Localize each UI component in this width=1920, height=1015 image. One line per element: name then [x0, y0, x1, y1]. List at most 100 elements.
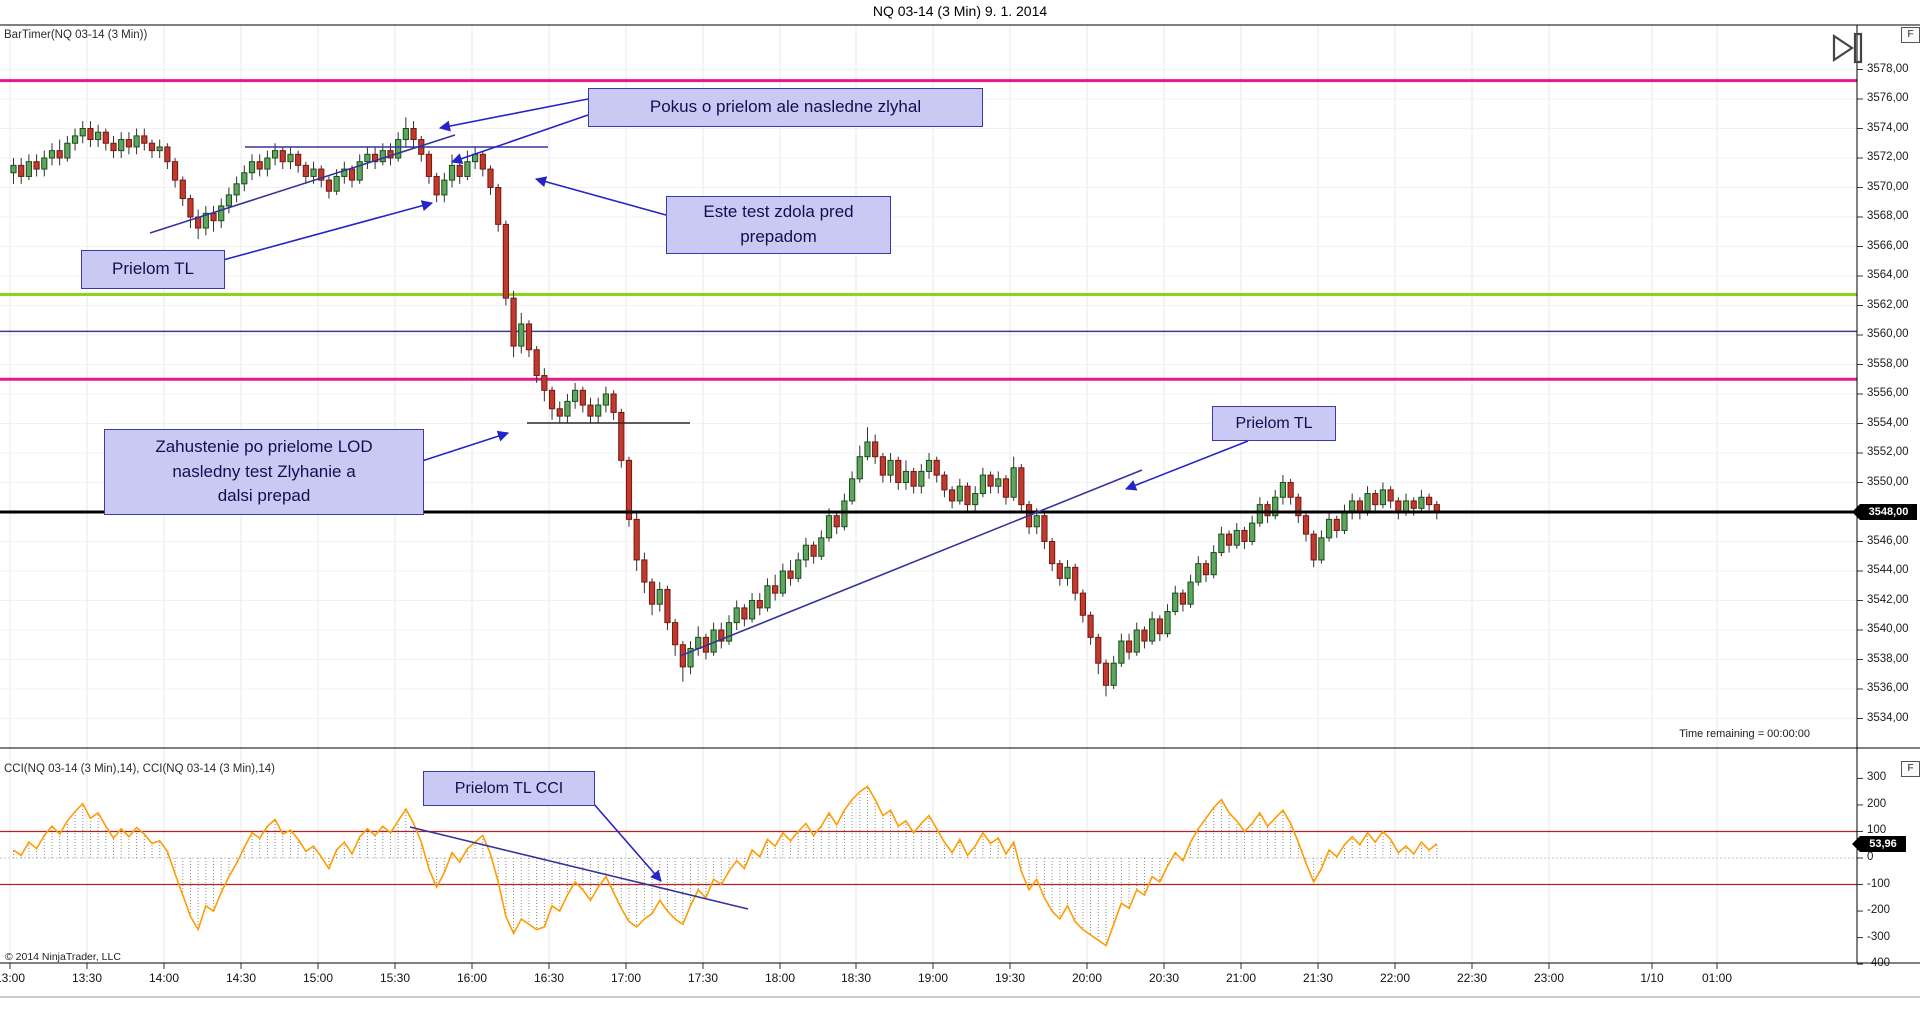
candle-body: [1064, 566, 1071, 579]
candle-body: [1195, 563, 1202, 583]
candle-body: [148, 142, 156, 152]
time-tick-label: 18:00: [764, 971, 796, 985]
annotation-box-zahustenie[interactable]: Zahustenie po prielome LOD nasledny test…: [104, 429, 424, 515]
candle-body: [925, 459, 933, 472]
candle-body: [448, 164, 456, 181]
candle-body: [118, 139, 125, 152]
candle-body: [672, 622, 679, 646]
price-tick-label: 3534,00: [1867, 711, 1909, 724]
candle-body: [772, 585, 779, 594]
candle-body: [887, 459, 894, 476]
candle-body: [587, 404, 594, 417]
time-tick-label: 15:00: [302, 971, 334, 985]
cci-tick-label: 100: [1867, 824, 1887, 837]
annotation-box-este-test[interactable]: Este test zdola pred prepadom: [666, 196, 891, 254]
candle-body: [1072, 566, 1079, 594]
candle-body: [787, 570, 794, 579]
prielom1-arrow[interactable]: [222, 200, 434, 261]
candle-body: [1272, 496, 1279, 517]
price-tick-label: 3562,00: [1867, 298, 1909, 311]
price-tick-label: 3560,00: [1867, 328, 1909, 340]
price-tick-label: 3558,00: [1867, 357, 1909, 370]
time-tick-label: 13:00: [0, 971, 26, 985]
candle-body: [464, 161, 471, 177]
cci-arrow[interactable]: [592, 802, 662, 882]
candle-body: [533, 349, 540, 377]
fix-scale-button-main[interactable]: F: [1901, 27, 1920, 43]
candle-body: [725, 622, 733, 642]
candle-body: [164, 146, 171, 163]
candle-body: [10, 164, 17, 174]
candle-body: [1218, 533, 1225, 554]
candle-body: [518, 323, 525, 347]
candle-body: [1249, 522, 1256, 542]
candle-body: [79, 128, 86, 137]
candle-body: [641, 559, 648, 583]
price-tick-label: 3536,00: [1867, 682, 1909, 694]
candle-body: [379, 150, 386, 163]
main-rising-tl-mid[interactable]: [679, 469, 1143, 657]
cci-histogram: [13, 786, 1438, 946]
candle-body: [279, 150, 286, 163]
annotation-box-prielom-tl-2[interactable]: Prielom TL: [1212, 406, 1336, 441]
candle-body: [371, 153, 379, 163]
pokus-arrow-1[interactable]: [438, 98, 589, 132]
candle-body: [1410, 500, 1417, 509]
candle-body: [748, 600, 756, 620]
time-tick-label: 13:30: [71, 971, 103, 985]
annotation-box-prielom-tl-cci[interactable]: Prielom TL CCI: [423, 771, 595, 806]
candle-body: [48, 150, 56, 159]
zahustenie-arrow[interactable]: [421, 430, 510, 462]
copyright-notice: © 2014 NinjaTrader, LLC: [5, 951, 121, 963]
candle-body: [1256, 504, 1263, 524]
price-tick-label: 3570,00: [1867, 180, 1909, 193]
candle-body: [733, 607, 740, 624]
prielom2-arrow[interactable]: [1124, 440, 1249, 491]
candle-body: [1164, 611, 1171, 635]
candle-body: [610, 393, 617, 413]
time-tick-label: 01:00: [1701, 971, 1733, 985]
candle-body: [502, 223, 509, 299]
candle-body: [302, 164, 309, 177]
go-to-end-icon[interactable]: [1826, 28, 1866, 68]
candle-body: [1002, 478, 1010, 498]
candle-body: [233, 183, 240, 196]
candle-body: [1325, 518, 1333, 539]
candle-body: [648, 581, 656, 605]
candle-body: [1102, 662, 1110, 686]
candle-body: [1079, 592, 1086, 616]
price-tick-label: 3552,00: [1867, 446, 1909, 458]
candle-body: [718, 629, 725, 642]
candle-body: [348, 168, 356, 181]
candle-body: [848, 478, 856, 502]
este-arrow[interactable]: [534, 176, 667, 216]
candle-body: [64, 142, 71, 159]
candle-body: [1172, 592, 1179, 613]
price-tick-label: 3572,00: [1867, 151, 1909, 163]
candle-body: [133, 135, 140, 148]
fix-scale-button-cci[interactable]: F: [1901, 761, 1920, 777]
candle-body: [918, 470, 925, 487]
candle-body: [825, 515, 833, 539]
candle-body: [695, 636, 702, 649]
candle-body: [818, 537, 825, 557]
candle-body: [441, 179, 448, 196]
cci-falling-tl[interactable]: [409, 826, 749, 910]
time-axis[interactable]: 13:00 13:30 14:00 14:30 15:00 15:30 16:00 16:30…: [0, 963, 1920, 997]
candle-body: [910, 470, 917, 487]
candlesticks: [10, 117, 1440, 697]
main-rising-tl-left[interactable]: [149, 134, 456, 234]
cci-tick-label: -400: [1867, 957, 1891, 970]
candle-body: [1241, 529, 1248, 542]
candle-body: [41, 157, 48, 170]
price-axis[interactable]: 3578,00 3576,00 3574,00 3572,00 3570,00 3568,…: [1857, 25, 1920, 970]
time-tick-label: 16:00: [456, 971, 488, 985]
candle-body: [218, 205, 225, 222]
pokus-arrow-2[interactable]: [450, 114, 589, 165]
time-tick-label: 22:00: [1379, 971, 1411, 985]
annotation-box-prielom-tl-1[interactable]: Prielom TL: [81, 250, 225, 289]
annotation-box-pokus[interactable]: Pokus o prielom ale nasledne zlyhal: [588, 88, 983, 127]
candle-body: [433, 175, 440, 196]
candle-body: [1387, 489, 1394, 502]
candle-body: [1210, 552, 1217, 576]
